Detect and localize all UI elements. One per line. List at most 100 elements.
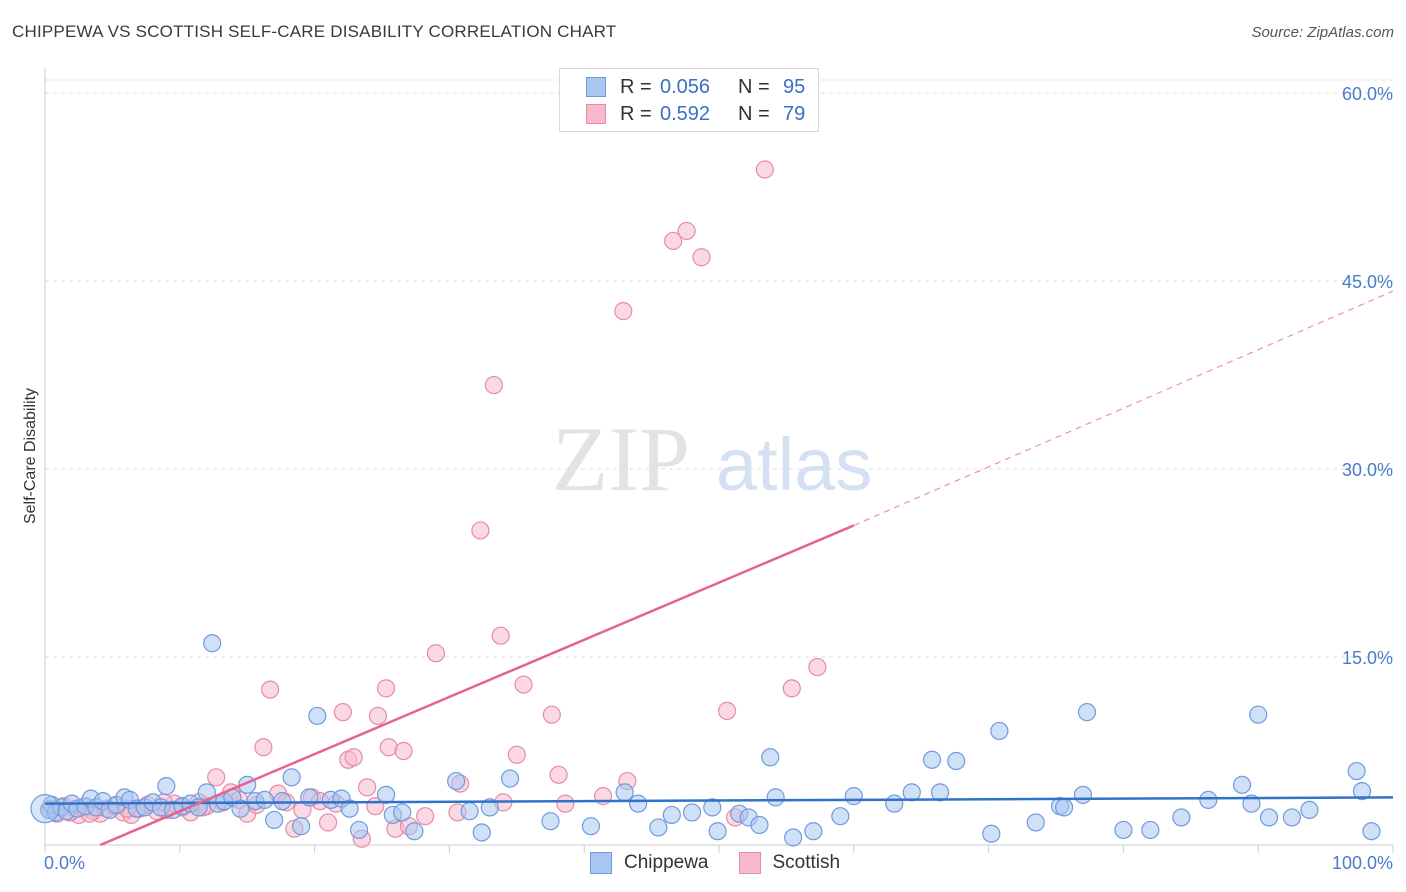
chippewa-point: [784, 828, 803, 847]
chippewa-point: [1282, 808, 1302, 827]
chippewa-point: [662, 805, 681, 825]
chippewa-point: [1026, 813, 1045, 832]
chippewa-point: [447, 771, 466, 791]
scottish-point: [426, 644, 446, 663]
chippewa-point: [393, 803, 412, 822]
scottish-trend-extension: [853, 290, 1394, 526]
scottish-point: [261, 680, 280, 699]
chippewa-cluster-point: [30, 794, 60, 824]
y-tick-label: 60.0%: [1342, 84, 1393, 104]
chart-source: Source: ZipAtlas.com: [1251, 24, 1394, 41]
chippewa-point: [1073, 785, 1093, 804]
scottish-point: [549, 765, 568, 784]
scottish-point: [556, 794, 575, 813]
scottish-point: [614, 302, 633, 321]
chippewa-point: [1249, 705, 1268, 724]
chippewa-point: [982, 824, 1001, 843]
chippewa-point: [615, 783, 634, 802]
chippewa-point: [472, 823, 491, 842]
chippewa-point: [308, 706, 327, 726]
chippewa-point: [480, 798, 499, 817]
chippewa-point: [804, 822, 823, 841]
correlation-legend: R = 0.056 N = 95 R = 0.592 N = 79: [559, 68, 819, 132]
scottish-point: [755, 160, 774, 179]
chippewa-point: [844, 787, 863, 806]
r-value: 0.592: [660, 102, 711, 125]
chippewa-point: [750, 815, 769, 835]
chippewa-point: [203, 634, 222, 653]
chippewa-point: [1362, 822, 1381, 841]
chippewa-point: [1242, 794, 1261, 813]
legend-label-chippewa: Chippewa: [624, 852, 709, 873]
chippewa-point: [231, 799, 250, 818]
chippewa-point: [581, 817, 601, 836]
chippewa-point: [376, 785, 396, 804]
scottish-point: [207, 768, 226, 787]
scottish-point: [416, 807, 435, 826]
chippewa-point: [922, 750, 942, 769]
chippewa-point: [990, 721, 1009, 741]
scottish-point: [358, 778, 377, 797]
y-tick-label: 45.0%: [1342, 272, 1393, 292]
scottish-point: [808, 657, 827, 677]
chippewa-trend-line: [44, 796, 1394, 805]
scottish-point: [677, 221, 696, 241]
grid-lines: [45, 79, 1393, 658]
n-value: 79: [783, 102, 806, 125]
scottish-swatch: [586, 104, 606, 124]
scottish-point: [394, 741, 413, 761]
chippewa-point: [1352, 782, 1372, 801]
scottish-points: [41, 160, 827, 848]
chippewa-point: [1114, 820, 1133, 840]
y-tick-label: 30.0%: [1342, 460, 1393, 480]
chippewa-point: [157, 776, 176, 796]
n-value: 95: [783, 75, 806, 98]
watermark: ZIP atlas: [552, 408, 872, 510]
chippewa-point: [273, 792, 292, 811]
chippewa-point: [349, 820, 369, 840]
trend-lines: [44, 290, 1394, 847]
scottish-point: [254, 738, 273, 757]
chippewa-point: [500, 769, 520, 788]
scottish-point: [368, 706, 388, 726]
scottish-point: [379, 738, 398, 757]
chippewa-point: [405, 822, 424, 841]
legend-row-scottish: R = 0.592 N = 79: [586, 101, 805, 127]
chippewa-point: [885, 794, 904, 813]
chippewa-point: [292, 817, 311, 836]
y-tick-labels: 15.0% 30.0% 45.0% 60.0%: [1342, 84, 1393, 668]
legend-label-scottish: Scottish: [772, 852, 841, 873]
scottish-point: [542, 705, 561, 724]
y-tick-label: 15.0%: [1342, 648, 1393, 668]
x-tick-label-max: 100.0%: [1332, 853, 1393, 873]
chippewa-point: [703, 798, 722, 817]
chippewa-point: [460, 802, 479, 821]
chippewa-point: [1232, 775, 1252, 794]
chippewa-point: [947, 751, 966, 771]
scottish-point: [491, 626, 510, 645]
x-tick-marks: [44, 845, 1394, 853]
series-legend: Chippewa Scottish: [590, 852, 870, 874]
chippewa-point: [682, 803, 702, 822]
n-label: N =: [738, 102, 770, 125]
chippewa-point: [1300, 800, 1319, 820]
scottish-point: [471, 521, 490, 540]
chippewa-point: [1347, 761, 1366, 781]
chippewa-point: [1199, 790, 1218, 809]
x-tick-label-min: 0.0%: [44, 853, 85, 873]
chippewa-point: [1054, 798, 1074, 817]
scottish-trend-line: [99, 524, 855, 847]
chippewa-point: [255, 790, 274, 809]
n-label: N =: [738, 75, 770, 98]
chippewa-point: [1259, 808, 1279, 827]
chippewa-points: [30, 634, 1381, 847]
r-value: 0.056: [660, 75, 711, 98]
legend-item-scottish: Scottish: [738, 852, 841, 874]
scottish-point: [782, 679, 801, 698]
scottish-point: [333, 703, 353, 722]
y-axis-label: Self-Care Disability: [22, 388, 39, 524]
chippewa-legend-swatch: [590, 852, 612, 874]
r-label: R =: [620, 75, 652, 98]
chippewa-point: [340, 799, 359, 818]
